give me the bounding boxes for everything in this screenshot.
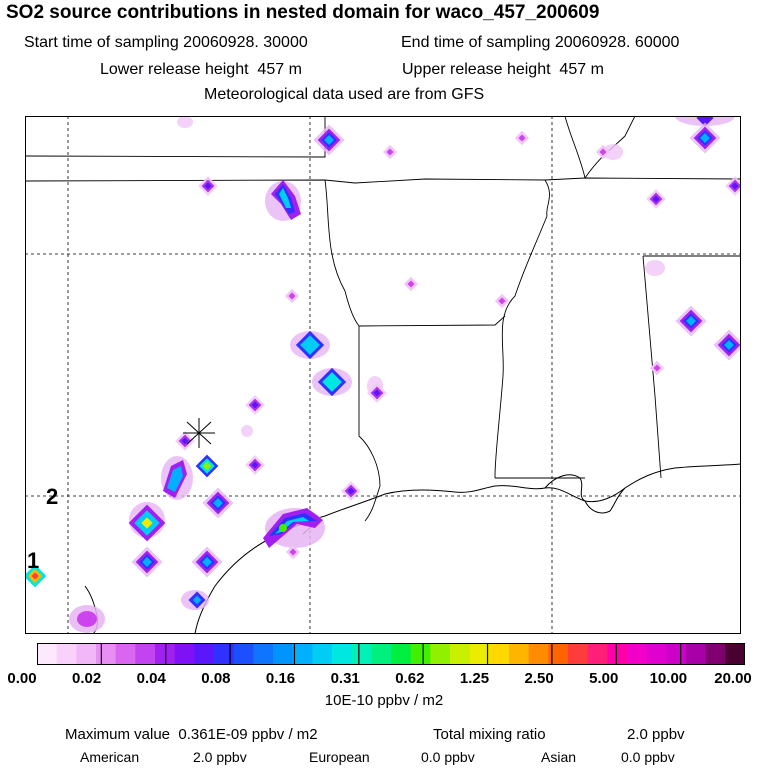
colorbar-swatch (371, 643, 392, 665)
american-label: American (80, 749, 140, 765)
colorbar-swatch (273, 643, 294, 665)
colorbar-swatch (391, 643, 412, 665)
colorbar-swatch (646, 643, 667, 665)
map-background (25, 116, 741, 634)
colorbar-swatch (686, 643, 707, 665)
colorbar-swatch (96, 643, 117, 665)
colorbar-swatch (194, 643, 215, 665)
colorbar-tick-label: 0.02 (72, 670, 102, 687)
map-frame (25, 116, 741, 634)
state-boundaries (25, 116, 741, 522)
colorbar-swatch (214, 643, 235, 665)
european-value: 0.0 ppbv (421, 749, 475, 765)
colorbar-swatch (174, 643, 195, 665)
colorbar-tick-label: 0.31 (330, 670, 360, 687)
colorbar-swatch (666, 643, 687, 665)
colorbar-swatch (469, 643, 490, 665)
colorbar-tick-label: 0.04 (136, 670, 166, 687)
colorbar-swatch (56, 643, 77, 665)
maximum-value-label: Maximum value 0.361E-09 ppbv / m2 (65, 726, 318, 743)
colorbar-swatch (430, 643, 451, 665)
colorbar-swatch (135, 643, 156, 665)
colorbar-tick-label: 0.62 (395, 670, 425, 687)
colorbar-swatch (410, 643, 431, 665)
lower-release-label: Lower release height 457 m (100, 61, 302, 78)
colorbar-tick-label: 10.00 (649, 670, 688, 687)
region-label-1: 1 (27, 548, 40, 573)
region-label-2: 2 (46, 484, 59, 509)
colorbar-swatch (725, 643, 745, 665)
colorbar-swatch (312, 643, 333, 665)
colorbar (37, 643, 745, 665)
colorbar-tick-label: 0.08 (201, 670, 231, 687)
colorbar-swatch (509, 643, 530, 665)
grid-lines (25, 116, 741, 634)
total-mixing-ratio-value: 2.0 ppbv (627, 726, 685, 743)
colorbar-swatch (489, 643, 510, 665)
colorbar-swatch (568, 643, 589, 665)
colorbar-tick-label: 5.00 (589, 670, 619, 687)
colorbar-tick-label: 2.50 (524, 670, 554, 687)
colorbar-swatch (115, 643, 136, 665)
colorbar-swatch (233, 643, 254, 665)
american-value: 2.0 ppbv (193, 749, 247, 765)
colorbar-swatch (351, 643, 372, 665)
colorbar-swatch (705, 643, 726, 665)
colorbar-tick-label: 1.25 (459, 670, 490, 687)
map-title: SO2 source contributions in nested domai… (6, 2, 600, 23)
map-panel (25, 116, 741, 634)
european-label: European (309, 749, 370, 765)
colorbar-swatch (37, 643, 58, 665)
colorbar-swatch (607, 643, 628, 665)
colorbar-tick-label: 0.00 (7, 670, 37, 687)
colorbar-swatch (155, 643, 176, 665)
concentration-overlay (25, 116, 741, 633)
colorbar-swatch (332, 643, 353, 665)
colorbar-swatch (548, 643, 569, 665)
asian-label: Asian (541, 749, 577, 765)
colorbar-swatch (528, 643, 549, 665)
upper-release-label: Upper release height 457 m (402, 61, 604, 78)
asian-value: 0.0 ppbv (621, 749, 675, 765)
source-location-marker (183, 418, 215, 448)
colorbar-swatch (292, 643, 313, 665)
colorbar-swatch (253, 643, 274, 665)
colorbar-tick-label: 20.00 (714, 670, 752, 687)
colorbar-swatch (627, 643, 648, 665)
colorbar-swatch (76, 643, 97, 665)
start-time-label: Start time of sampling 20060928. 30000 (24, 34, 308, 51)
total-mixing-ratio-label: Total mixing ratio (433, 726, 546, 743)
colorbar-frame (37, 643, 745, 665)
colorbar-swatch (450, 643, 471, 665)
colorbar-units: 10E-10 ppbv / m2 (324, 692, 444, 709)
colorbar-tick-label: 0.16 (265, 670, 296, 687)
met-data-label: Meteorological data used are from GFS (204, 86, 485, 103)
colorbar-swatch (587, 643, 608, 665)
end-time-label: End time of sampling 20060928. 60000 (401, 34, 680, 51)
